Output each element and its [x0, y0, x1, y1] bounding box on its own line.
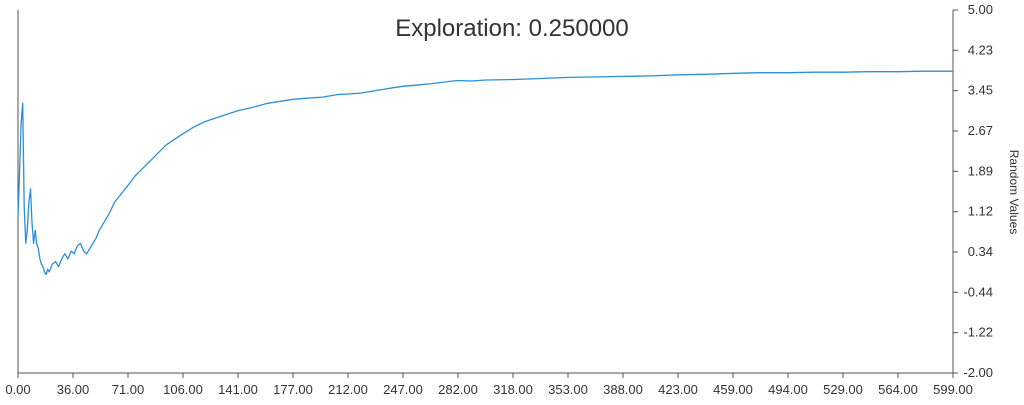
- x-tick-label: 177.00: [273, 382, 313, 397]
- x-tick-label: 71.00: [112, 382, 145, 397]
- x-tick-label: 282.00: [438, 382, 478, 397]
- y-axis-ticks: 5.00 4.23 3.45 2.67 1.89 1.12 0.34 -0.44 -1.22 -2…: [953, 2, 993, 380]
- y-tick-label: 5.00: [968, 2, 993, 17]
- x-tick-label: 247.00: [383, 382, 423, 397]
- y-tick-label: 0.34: [968, 244, 993, 259]
- x-tick-label: 318.00: [493, 382, 533, 397]
- x-tick-label: 494.00: [768, 382, 808, 397]
- x-tick-label: 564.00: [878, 382, 918, 397]
- x-tick-label: 0.00: [5, 382, 30, 397]
- series-group: [17, 70, 953, 276]
- x-tick-label: 423.00: [658, 382, 698, 397]
- y-tick-label: 2.67: [968, 123, 993, 138]
- y-tick-label: 1.89: [968, 163, 993, 178]
- x-axis-ticks: 0.00 36.00 71.00 106.00 141.00 177.00 212.00 24…: [5, 373, 973, 397]
- axes: [17, 10, 954, 374]
- x-tick-label: 141.00: [218, 382, 258, 397]
- series-line-1: [17, 70, 953, 276]
- chart-title: Exploration: 0.250000: [395, 15, 629, 42]
- y-tick-label: 3.45: [968, 83, 993, 98]
- y-tick-label: -0.44: [963, 284, 993, 299]
- x-tick-label: 212.00: [328, 382, 368, 397]
- x-tick-label: 459.00: [713, 382, 753, 397]
- y-tick-label: 4.23: [968, 42, 993, 57]
- x-tick-label: 353.00: [548, 382, 588, 397]
- x-tick-label: 388.00: [603, 382, 643, 397]
- y-tick-label: 1.12: [968, 204, 993, 219]
- y-tick-label: -1.22: [963, 325, 993, 340]
- x-tick-label: 529.00: [823, 382, 863, 397]
- x-tick-label: 106.00: [163, 382, 203, 397]
- x-tick-label: 36.00: [57, 382, 90, 397]
- x-tick-label: 599.00: [933, 382, 973, 397]
- y-axis-label: Random Values: [1007, 150, 1021, 235]
- y-tick-label: -2.00: [963, 365, 993, 380]
